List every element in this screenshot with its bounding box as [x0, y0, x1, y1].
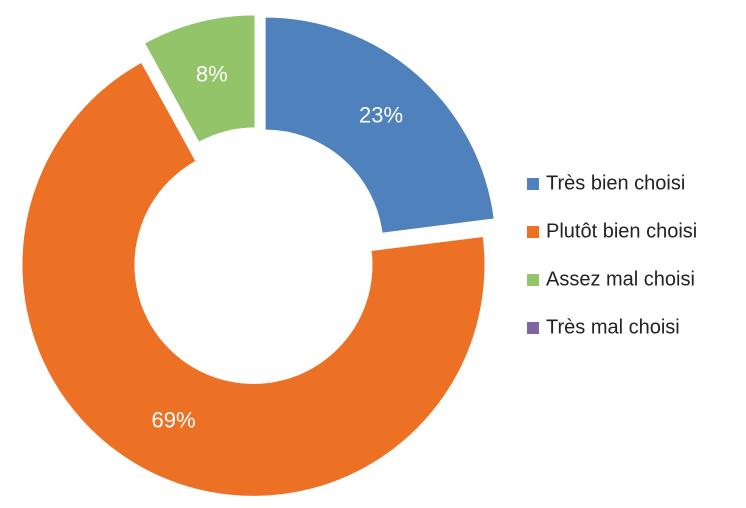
- legend-label: Plutôt bien choisi: [546, 220, 697, 242]
- donut-slice: [142, 13, 257, 145]
- legend-swatch: [527, 274, 539, 286]
- data-label: 69%: [152, 408, 196, 433]
- donut-slice: [263, 15, 496, 235]
- legend-swatch: [527, 322, 539, 334]
- data-label: 23%: [359, 102, 403, 127]
- legend-label: Très mal choisi: [546, 316, 680, 338]
- legend-label: Assez mal choisi: [546, 268, 695, 290]
- legend-swatch: [527, 226, 539, 238]
- data-label: 8%: [196, 62, 228, 87]
- legend-label: Très bien choisi: [546, 172, 685, 194]
- donut-slice: [20, 60, 487, 498]
- legend-swatch: [527, 178, 539, 190]
